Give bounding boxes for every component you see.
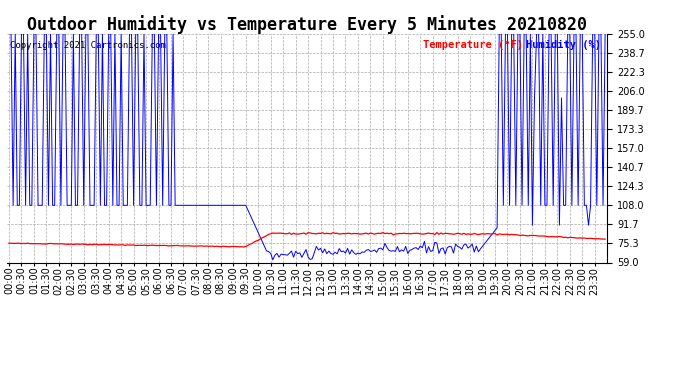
Title: Outdoor Humidity vs Temperature Every 5 Minutes 20210820: Outdoor Humidity vs Temperature Every 5 … <box>27 15 587 34</box>
Legend: Temperature (°F), Humidity (%): Temperature (°F), Humidity (%) <box>422 39 602 51</box>
Text: Copyright 2021 Cartronics.com: Copyright 2021 Cartronics.com <box>10 40 166 50</box>
